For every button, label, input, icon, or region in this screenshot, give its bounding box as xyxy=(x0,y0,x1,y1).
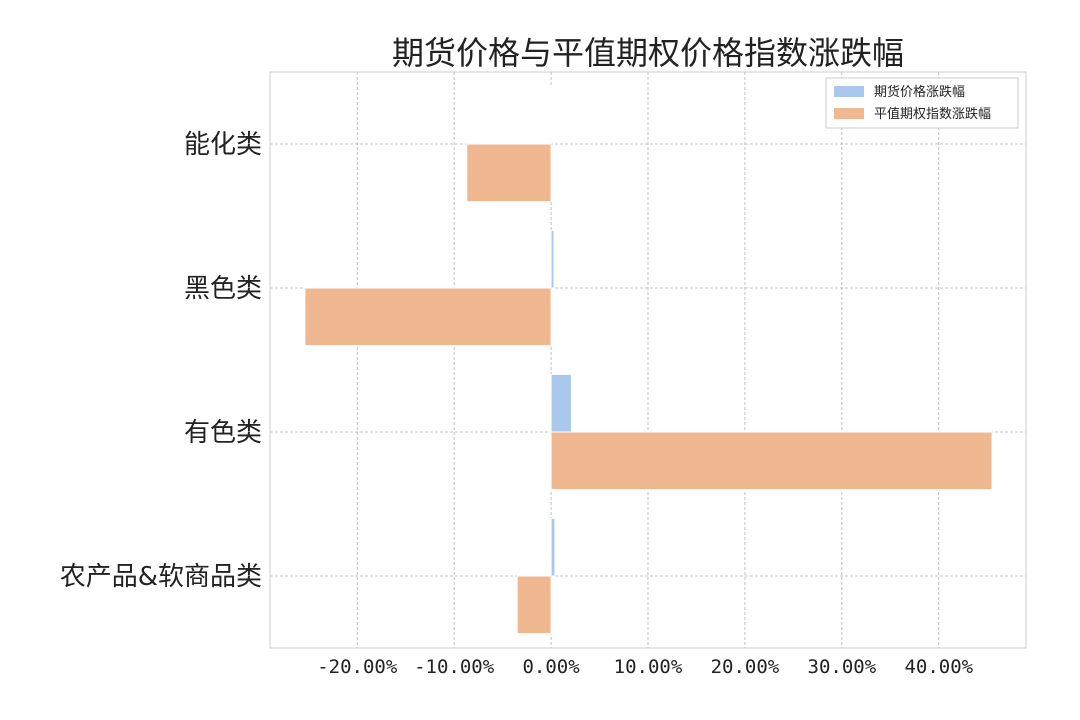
bars xyxy=(304,85,993,635)
x-tick-label: 0.00% xyxy=(522,656,580,678)
y-tick-label: 农产品&软商品类 xyxy=(60,562,262,592)
bar-option-3 xyxy=(516,575,552,635)
y-tick-label: 能化类 xyxy=(184,130,262,160)
legend-entry: 期货价格涨跌幅 xyxy=(874,84,965,100)
legend-swatch xyxy=(834,86,864,97)
bar-option-2 xyxy=(550,431,993,491)
plot-frame xyxy=(269,71,1027,649)
bar-option-0 xyxy=(466,143,552,203)
x-tick-label: 30.00% xyxy=(808,656,877,678)
y-tick-label: 有色类 xyxy=(184,418,262,448)
x-axis-labels: -20.00% -10.00% 0.00% 10.00% 20.00% 30.00% 40.… xyxy=(317,656,973,678)
x-tick-label: 10.00% xyxy=(614,656,683,678)
x-tick-label: -20.00% xyxy=(317,656,398,678)
x-tick-label: 40.00% xyxy=(904,656,973,678)
legend-entry: 平值期权指数涨跌幅 xyxy=(874,106,991,122)
bar-option-1 xyxy=(304,287,552,347)
chart-title: 期货价格与平值期权价格指数涨跌幅 xyxy=(392,34,904,72)
bar-futures-1 xyxy=(550,229,555,289)
x-tick-label: -10.00% xyxy=(414,656,495,678)
x-tick-label: 20.00% xyxy=(711,656,780,678)
bar-futures-3 xyxy=(550,517,556,577)
y-tick-label: 黑色类 xyxy=(184,274,262,304)
legend-swatch xyxy=(834,108,864,119)
bar-futures-2 xyxy=(550,373,572,433)
grid xyxy=(270,72,1026,648)
